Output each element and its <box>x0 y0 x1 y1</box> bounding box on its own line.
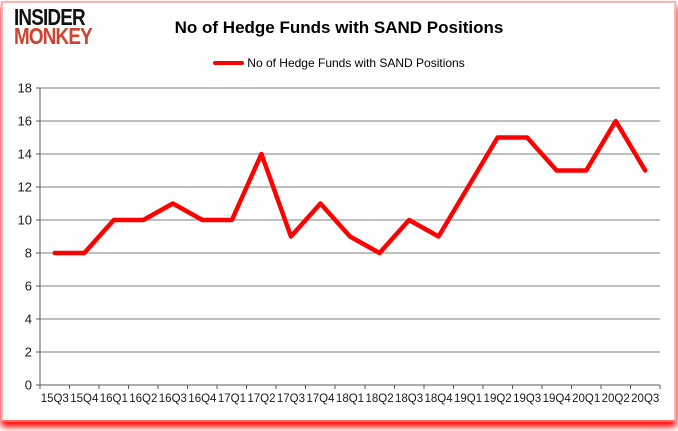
y-tick-label: 0 <box>25 378 32 393</box>
y-tick-label: 2 <box>25 345 32 360</box>
x-tick-label: 18Q1 <box>336 393 364 405</box>
x-tick-label: 16Q1 <box>100 393 128 405</box>
y-tick-label: 14 <box>18 147 32 162</box>
x-tick-label: 19Q4 <box>543 393 572 405</box>
y-tick-label: 16 <box>18 114 32 129</box>
series-line <box>52 118 648 256</box>
y-tick-label: 12 <box>18 180 32 195</box>
x-tick-label: 17Q4 <box>306 393 335 405</box>
y-tick-label: 6 <box>25 279 32 294</box>
x-tick-label: 17Q3 <box>277 393 305 405</box>
x-tick-label: 20Q3 <box>631 393 659 405</box>
y-tick-label: 8 <box>25 246 32 261</box>
x-tick-label: 17Q2 <box>247 393 275 405</box>
logo-line2: MONKEY <box>14 23 93 49</box>
x-tick-label: 18Q4 <box>425 393 454 405</box>
legend-label: No of Hedge Funds with SAND Positions <box>247 56 465 70</box>
x-tick-label: 16Q3 <box>159 393 187 405</box>
x-tick-label: 15Q4 <box>70 393 99 405</box>
legend-line-marker <box>213 61 245 65</box>
x-tick-label: 19Q3 <box>513 393 541 405</box>
y-tick-label: 4 <box>25 312 32 327</box>
logo-line1: INSIDER <box>14 4 86 30</box>
x-tick-label: 19Q1 <box>454 393 482 405</box>
x-tick-label: 20Q1 <box>572 393 600 405</box>
x-tick-label: 17Q1 <box>218 393 246 405</box>
x-tick-label: 18Q2 <box>365 393 393 405</box>
x-tick-label: 16Q4 <box>188 393 217 405</box>
chart-title: No of Hedge Funds with SAND Positions <box>174 18 504 37</box>
x-tick-label: 18Q3 <box>395 393 423 405</box>
x-tick-label: 19Q2 <box>484 393 512 405</box>
x-tick-label: 16Q2 <box>129 393 157 405</box>
x-tick-label: 15Q3 <box>41 393 69 405</box>
x-tick-label: 20Q2 <box>602 393 630 405</box>
legend: No of Hedge Funds with SAND Positions <box>0 56 678 70</box>
y-tick-label: 10 <box>18 213 32 228</box>
insider-monkey-logo: INSIDER MONKEY <box>14 4 93 49</box>
y-tick-label: 18 <box>18 81 32 96</box>
